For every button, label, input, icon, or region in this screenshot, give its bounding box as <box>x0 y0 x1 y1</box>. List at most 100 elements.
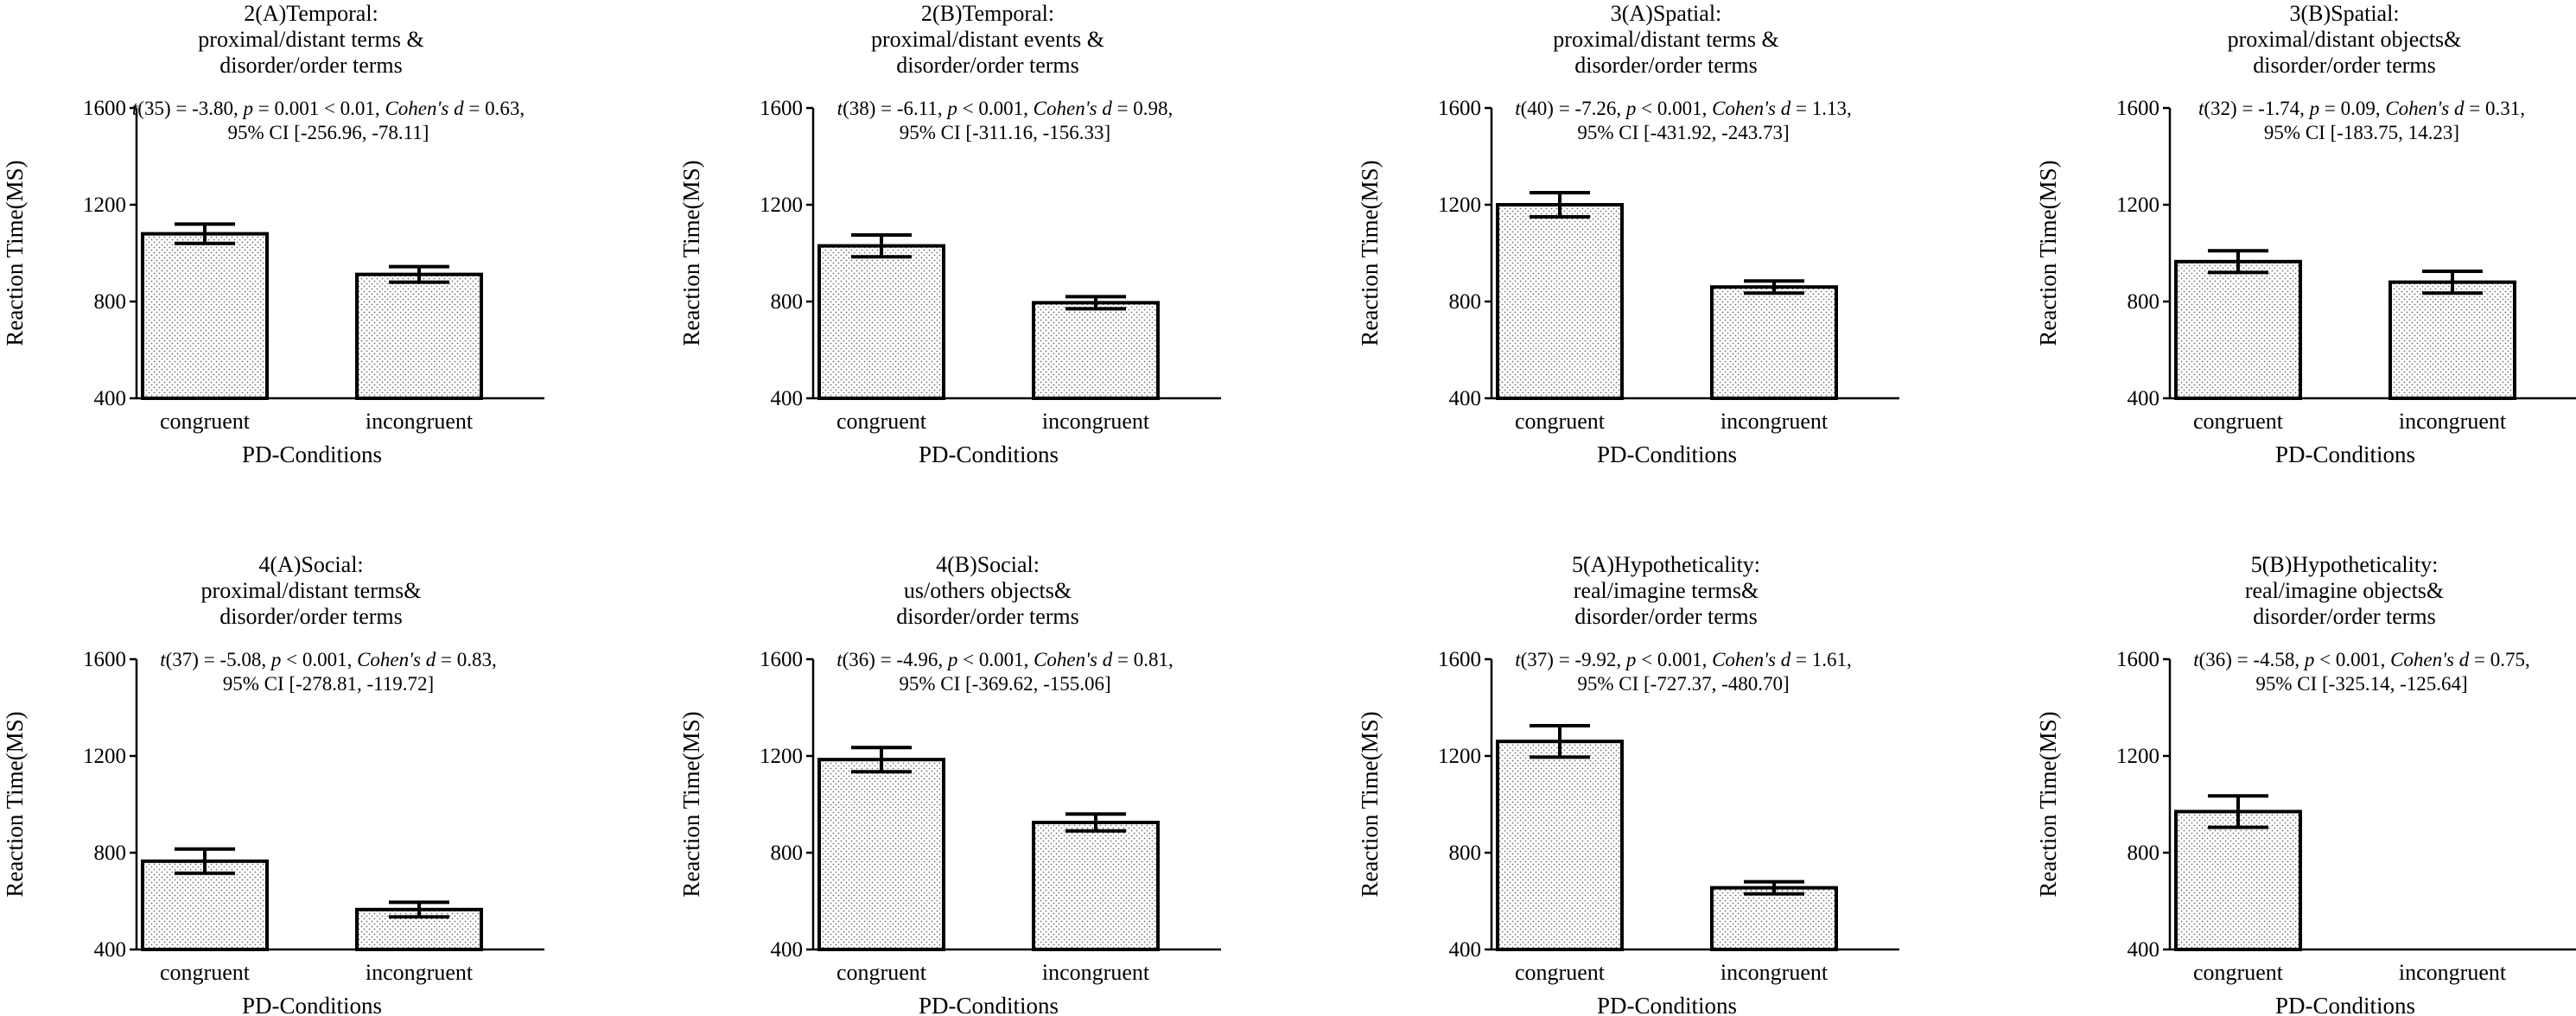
stat-annotation-line: 95% CI [-325.14, -125.64] <box>2255 673 2468 695</box>
y-tick-label: 400 <box>94 938 127 962</box>
x-axis-title: PD-Conditions <box>1597 993 1737 1016</box>
x-axis-title: PD-Conditions <box>242 441 382 467</box>
bar-congruent <box>141 232 269 400</box>
chart-title-line: proximal/distant objects& <box>2227 27 2462 52</box>
stat-annotation: t(37) = -5.08, p < 0.001, Cohen's d = 0.… <box>52 648 605 696</box>
chart-panel: congruent incongruent 400 800 1200 1600 PD-Con… <box>1357 97 1899 467</box>
chart-title-line: us/others objects& <box>903 578 1072 603</box>
bar-congruent <box>1496 740 1624 952</box>
chart-panel: congruent incongruent 400 800 1200 1600 PD-Con… <box>2 648 544 1016</box>
y-axis-title: Reaction Time(MS) <box>678 711 704 897</box>
chart-title: 5(A)Hypotheticality: real/imagine terms& d… <box>1390 552 1943 630</box>
bar-incongruent <box>1032 821 1160 951</box>
stat-annotation-line: t(36) = -4.58, p < 0.001, Cohen's d = 0.… <box>2193 649 2530 670</box>
chart-title: 3(B)Spatial: proximal/distant objects& dis… <box>2068 1 2576 79</box>
x-tick-label: incongruent <box>1042 409 1150 434</box>
stat-annotation-line: 95% CI [-278.81, -119.72] <box>222 673 435 695</box>
stat-annotation-line: t(36) = -4.96, p < 0.001, Cohen's d = 0.… <box>836 649 1174 670</box>
stat-annotation: t(35) = -3.80, p = 0.001 < 0.01, Cohen's… <box>52 97 605 145</box>
y-tick-label: 1200 <box>760 745 803 768</box>
stat-annotation-line: t(40) = -7.26, p < 0.001, Cohen's d = 1.… <box>1515 98 1852 119</box>
chart-title-line: disorder/order terms <box>896 604 1079 629</box>
x-tick-label: congruent <box>836 409 927 434</box>
bar-incongruent <box>1032 301 1160 400</box>
x-tick-label: congruent <box>1515 960 1606 985</box>
chart-title-line: disorder/order terms <box>219 53 403 78</box>
y-tick-label: 1200 <box>760 194 803 217</box>
chart-title: 5(B)Hypotheticality: real/imagine objects… <box>2068 552 2576 630</box>
y-axis-title: Reaction Time(MS) <box>2035 711 2061 897</box>
chart-title-line: 2(B)Temporal: <box>920 1 1055 26</box>
y-axis-title: Reaction Time(MS) <box>678 160 704 346</box>
chart-title-line: disorder/order terms <box>896 53 1079 78</box>
y-tick-label: 400 <box>771 387 804 410</box>
chart-title-line: disorder/order terms <box>2253 53 2436 78</box>
y-tick-label: 400 <box>1449 387 1482 410</box>
chart-title-line: disorder/order terms <box>2253 604 2436 629</box>
chart-panel: congruent incongruent 400 800 1200 1600 PD-Con… <box>678 648 1221 1016</box>
chart-title-line: 4(B)Social: <box>936 552 1040 577</box>
y-tick-label: 800 <box>94 290 127 314</box>
bar-congruent <box>1496 203 1624 400</box>
bar-congruent <box>2174 259 2302 400</box>
x-tick-label: incongruent <box>1042 960 1150 985</box>
chart-title-line: real/imagine terms& <box>1573 578 1759 603</box>
bar-congruent <box>2174 810 2302 952</box>
y-tick-label: 1600 <box>1438 97 1481 120</box>
bar-incongruent <box>1710 285 1838 401</box>
y-tick-label: 400 <box>771 938 804 962</box>
x-tick-label: incongruent <box>2399 409 2507 434</box>
y-axis-title: Reaction Time(MS) <box>2 160 28 346</box>
stat-annotation: t(38) = -6.11, p < 0.001, Cohen's d = 0.… <box>728 97 1282 145</box>
y-axis-title: Reaction Time(MS) <box>1357 711 1383 897</box>
chart-title-line: 3(A)Spatial: <box>1610 1 1722 26</box>
x-axis-title: PD-Conditions <box>2275 441 2415 467</box>
x-tick-label: congruent <box>160 409 251 434</box>
y-tick-label: 1200 <box>2116 194 2159 217</box>
chart-title: 3(A)Spatial: proximal/distant terms & diso… <box>1390 1 1943 79</box>
y-axis-title: Reaction Time(MS) <box>2035 160 2061 346</box>
bar-incongruent <box>1710 886 1838 951</box>
y-tick-label: 1600 <box>760 648 803 671</box>
chart-title-line: real/imagine objects& <box>2244 578 2445 603</box>
bar-incongruent <box>355 272 483 401</box>
stat-annotation: t(40) = -7.26, p < 0.001, Cohen's d = 1.… <box>1407 97 1960 145</box>
x-axis-title: PD-Conditions <box>1597 441 1737 467</box>
y-tick-label: 1600 <box>2116 648 2159 671</box>
stat-annotation: t(37) = -9.92, p < 0.001, Cohen's d = 1.… <box>1407 648 1960 696</box>
y-tick-label: 400 <box>1449 938 1482 962</box>
chart-title-line: 5(B)Hypotheticality: <box>2250 552 2439 577</box>
y-tick-label: 1600 <box>2116 97 2159 120</box>
stat-annotation-line: t(38) = -6.11, p < 0.001, Cohen's d = 0.… <box>836 98 1174 119</box>
x-tick-label: incongruent <box>366 960 474 985</box>
x-axis-title: PD-Conditions <box>2275 993 2415 1016</box>
y-axis-title: Reaction Time(MS) <box>2 711 28 897</box>
y-tick-label: 800 <box>771 290 804 314</box>
x-tick-label: congruent <box>2193 960 2284 985</box>
y-tick-label: 1200 <box>83 194 126 217</box>
x-tick-label: congruent <box>160 960 251 985</box>
y-axis-title: Reaction Time(MS) <box>1357 160 1383 346</box>
chart-title-line: proximal/distant events & <box>870 27 1105 52</box>
y-tick-label: 800 <box>2128 841 2160 865</box>
chart-panel: congruent incongruent 400 800 1200 1600 PD-Con… <box>2035 97 2576 467</box>
stat-annotation-line: 95% CI [-183.75, 14.23] <box>2263 122 2460 143</box>
chart-title-line: 2(A)Temporal: <box>244 1 378 26</box>
chart-title: 4(A)Social: proximal/distant terms& disord… <box>35 552 588 630</box>
chart-title-line: proximal/distant terms & <box>1553 27 1779 52</box>
x-tick-label: incongruent <box>366 409 474 434</box>
y-tick-label: 800 <box>1449 841 1482 865</box>
y-tick-label: 1600 <box>83 648 126 671</box>
x-axis-title: PD-Conditions <box>242 993 382 1016</box>
chart-title: 2(B)Temporal: proximal/distant events & di… <box>711 1 1264 79</box>
chart-title-line: proximal/distant terms& <box>200 578 422 603</box>
y-tick-label: 400 <box>2128 387 2160 410</box>
chart-title-line: proximal/distant terms & <box>198 27 424 52</box>
bar-incongruent <box>2388 280 2516 400</box>
x-tick-label: incongruent <box>1721 960 1829 985</box>
stat-annotation-line: t(35) = -3.80, p = 0.001 < 0.01, Cohen's… <box>131 98 525 119</box>
stat-annotation-line: 95% CI [-256.96, -78.11] <box>227 122 429 143</box>
stat-annotation-line: 95% CI [-727.37, -480.70] <box>1577 673 1790 695</box>
chart-title-line: 3(B)Spatial: <box>2289 1 2400 26</box>
bar-congruent <box>817 758 945 952</box>
